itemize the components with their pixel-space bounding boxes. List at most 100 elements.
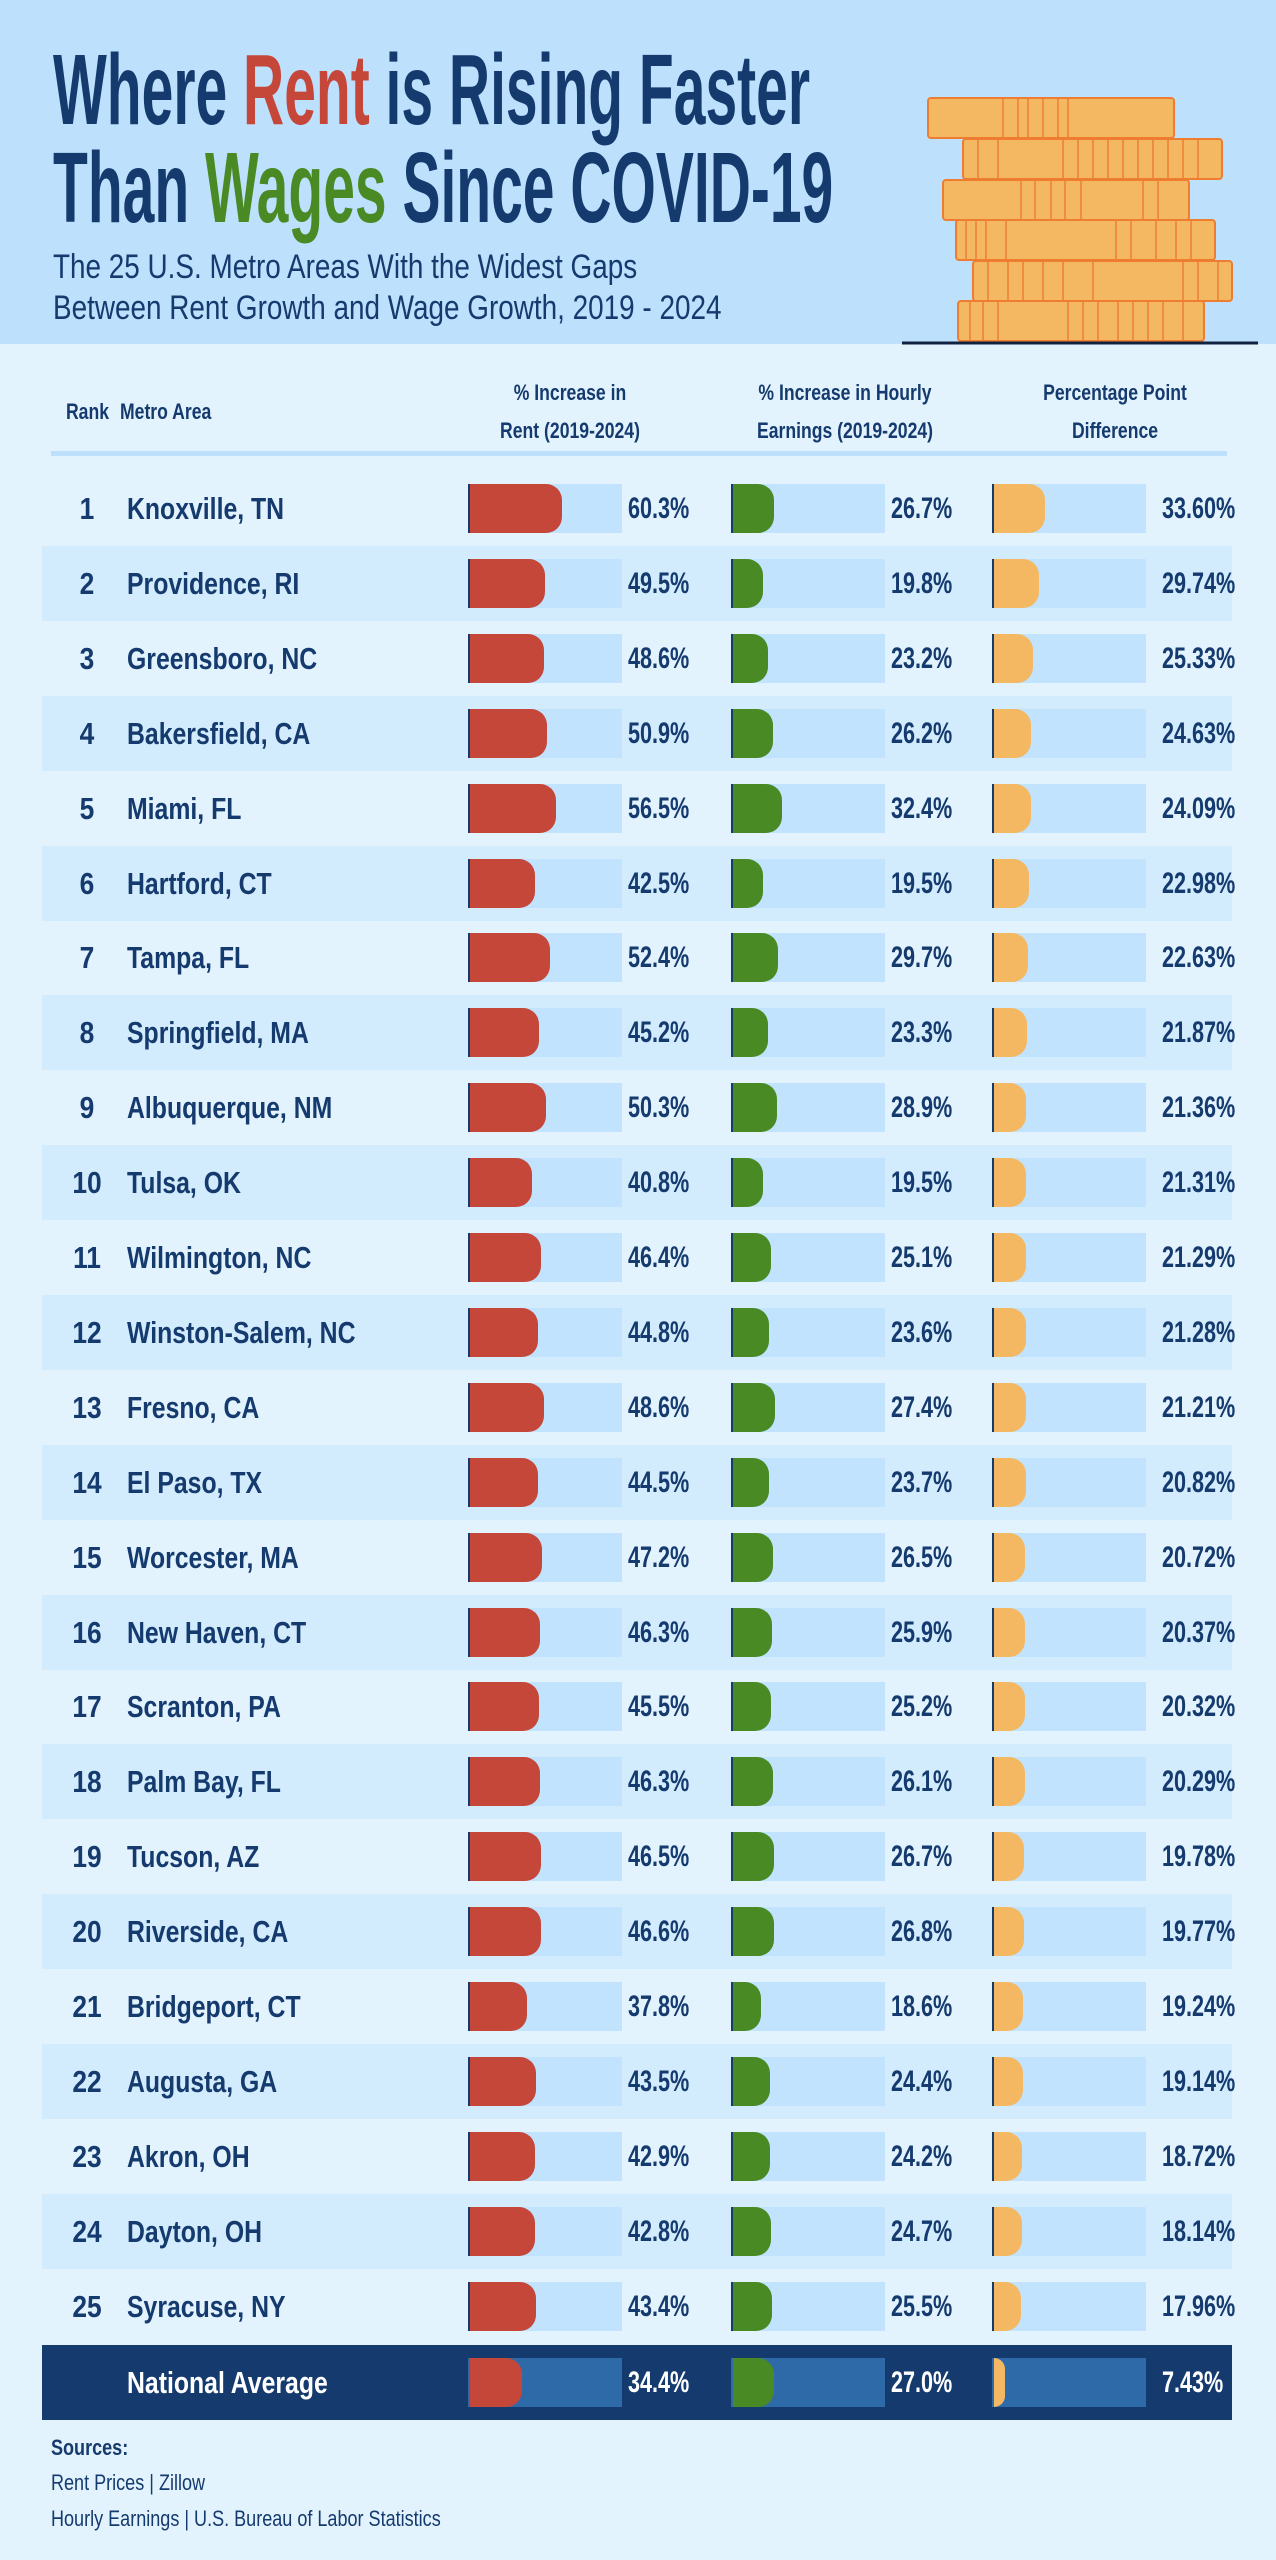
wage-value: 28.9% — [891, 1091, 953, 1125]
wage-bar — [731, 1158, 885, 1208]
wage-bar — [731, 2131, 885, 2181]
diff-bar — [992, 708, 1146, 758]
diff-value: 20.82% — [1162, 1465, 1236, 1499]
diff-bar — [992, 2281, 1146, 2331]
diff-value: 24.63% — [1162, 716, 1236, 750]
wage-bar — [731, 933, 885, 983]
diff-value: 33.60% — [1162, 492, 1236, 525]
rent-value: 45.2% — [628, 1016, 690, 1050]
rent-value: 52.4% — [628, 941, 690, 975]
rent-bar-fill — [470, 2206, 536, 2256]
diff-value: 19.78% — [1162, 1840, 1236, 1874]
rent-bar — [468, 2281, 622, 2331]
diff-bar-fill — [994, 858, 1029, 908]
rent-bar-fill — [470, 933, 550, 983]
table-row: 1 Knoxville, TN 60.3% 26.7% 33.60% — [42, 471, 1236, 546]
wage-value: 26.8% — [891, 1915, 953, 1949]
table-row: 24 Dayton, OH 42.8% 24.7% 18.14% — [42, 2193, 1235, 2269]
wage-bar — [731, 1907, 885, 1957]
rent-value: 34.4% — [628, 2366, 690, 2399]
rent-bar — [468, 1382, 622, 1432]
source-earnings: Hourly Earnings | U.S. Bureau of Labor S… — [51, 2506, 441, 2531]
rent-value: 56.5% — [628, 791, 690, 825]
wage-value: 27.0% — [891, 2366, 953, 2399]
wage-value: 27.4% — [891, 1390, 953, 1424]
wage-bar — [731, 2358, 885, 2407]
wage-bar — [731, 1982, 885, 2031]
rent-value: 37.8% — [628, 1990, 690, 2023]
rank: 24 — [72, 2213, 102, 2249]
diff-bar — [992, 1158, 1146, 1208]
wage-bar — [731, 1607, 885, 1657]
rent-value: 40.8% — [628, 1166, 690, 1200]
wage-bar-fill — [733, 1532, 774, 1582]
wage-bar — [731, 783, 885, 833]
diff-bar-fill — [994, 1457, 1026, 1507]
rent-bar-fill — [470, 1008, 539, 1058]
diff-value: 24.09% — [1162, 791, 1236, 825]
diff-value: 21.87% — [1162, 1016, 1236, 1050]
diff-bar-fill — [994, 1982, 1024, 2031]
coin — [955, 219, 1216, 261]
diff-value: 18.72% — [1162, 2139, 1236, 2173]
wage-bar-fill — [733, 2056, 771, 2106]
rent-bar-fill — [470, 1982, 528, 2031]
diff-bar-fill — [994, 1307, 1027, 1357]
table-row: 12 Winston-Salem, NC 44.8% 23.6% 21.28% — [42, 1294, 1235, 1370]
rent-bar-fill — [470, 1233, 541, 1282]
table-row: 10 Tulsa, OK 40.8% 19.5% 21.31% — [42, 1145, 1235, 1221]
rent-bar — [468, 2206, 622, 2256]
table-row: 11 Wilmington, NC 46.4% 25.1% 21.29% — [42, 1220, 1235, 1295]
wage-value: 26.5% — [891, 1540, 953, 1574]
rent-bar — [468, 1607, 622, 1657]
wage-value: 32.4% — [891, 791, 953, 825]
diff-value: 17.96% — [1162, 2289, 1236, 2323]
metro-name: Dayton, OH — [127, 2213, 263, 2249]
table-row: 23 Akron, OH 42.9% 24.2% 18.72% — [42, 2119, 1236, 2194]
metro-name: Miami, FL — [127, 790, 242, 826]
diff-value: 20.32% — [1162, 1690, 1236, 1724]
rent-value: 47.2% — [628, 1540, 690, 1574]
rent-value: 48.6% — [628, 641, 690, 675]
diff-bar — [992, 1832, 1146, 1882]
wage-bar-fill — [733, 1607, 773, 1657]
metro-name: Akron, OH — [127, 2138, 250, 2174]
wage-value: 18.6% — [891, 1990, 953, 2023]
rent-bar-fill — [470, 2056, 537, 2106]
metro-name: Knoxville, TN — [127, 491, 285, 526]
wage-value: 26.7% — [891, 1840, 953, 1874]
diff-bar-fill — [994, 1158, 1027, 1208]
diff-bar-fill — [994, 1757, 1025, 1807]
diff-bar-fill — [994, 1907, 1025, 1957]
diff-bar-fill — [994, 1008, 1028, 1058]
wage-value: 23.3% — [891, 1016, 953, 1050]
diff-bar — [992, 2358, 1146, 2407]
rent-bar-fill — [470, 1907, 541, 1957]
wage-value: 19.8% — [891, 566, 953, 600]
diff-value: 7.43% — [1162, 2366, 1224, 2399]
table-row: 9 Albuquerque, NM 50.3% 28.9% 21.36% — [42, 1070, 1235, 1145]
wage-bar — [731, 1382, 885, 1432]
rank: 8 — [79, 1015, 95, 1051]
diff-value: 19.24% — [1162, 1990, 1236, 2023]
table-row: 4 Bakersfield, CA 50.9% 26.2% 24.63% — [42, 695, 1236, 771]
rent-value: 46.3% — [628, 1615, 690, 1649]
rent-bar-fill — [470, 633, 544, 683]
diff-bar — [992, 1907, 1146, 1957]
source-rent: Rent Prices | Zillow — [51, 2470, 206, 2495]
rank: 1 — [79, 491, 95, 526]
wage-bar — [731, 2281, 885, 2331]
wage-bar — [731, 484, 885, 533]
wage-bar-fill — [733, 1682, 772, 1732]
wage-bar — [731, 1233, 885, 1282]
rent-value: 48.6% — [628, 1390, 690, 1424]
table-row: 19 Tucson, AZ 46.5% 26.7% 19.78% — [42, 1819, 1236, 1894]
wage-bar-fill — [733, 1382, 775, 1432]
metro-name: Springfield, MA — [127, 1015, 309, 1051]
wage-bar-fill — [733, 484, 774, 533]
rent-value: 44.8% — [628, 1315, 690, 1349]
rent-bar — [468, 1457, 622, 1507]
rent-bar — [468, 1158, 622, 1208]
rent-bar — [468, 2131, 622, 2181]
rank: 19 — [72, 1839, 102, 1875]
